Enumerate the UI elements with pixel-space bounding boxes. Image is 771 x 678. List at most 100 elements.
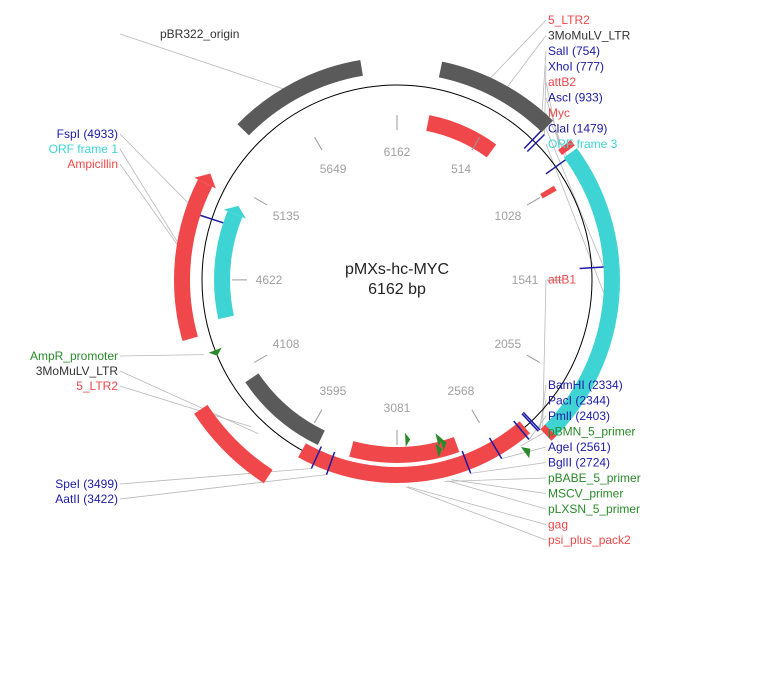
tick-label: 2568 [448, 384, 475, 398]
feature-pbr322-origin [237, 60, 363, 136]
tick-label: 514 [451, 162, 471, 176]
label-attb2: attB2 [548, 75, 576, 89]
tick-mark [526, 197, 541, 206]
label-psi-plus-pack2: psi_plus_pack2 [548, 533, 631, 547]
feature-orf-frame-3 [543, 148, 620, 438]
feature-arrow-ampicillin [194, 173, 216, 189]
site-agei-2561 [488, 437, 503, 459]
leader-line [405, 486, 547, 541]
tick-label: 2055 [494, 337, 521, 351]
site-bglii-2724 [461, 450, 472, 474]
label-sali-754: SalI (754) [548, 44, 600, 58]
tick-label: 1028 [495, 209, 522, 223]
label-asci-933: AscI (933) [548, 91, 603, 105]
tick-label: 6162 [384, 145, 411, 159]
feature-gag [298, 421, 531, 483]
leader-line [119, 354, 204, 357]
label-paci-2344: PacI (2344) [548, 394, 610, 408]
feature-attb1 [540, 424, 557, 441]
leader-line [119, 468, 312, 485]
plasmid-size: 6162 bp [368, 281, 426, 298]
label-bamhi-2334: BamHI (2334) [548, 378, 623, 392]
label-gag: gag [548, 518, 568, 532]
feature-arrow-orf-frame-1 [223, 205, 246, 219]
feature-5-ltr2 [194, 404, 273, 484]
label-ampr-promoter: AmpR_promoter [30, 349, 118, 363]
feature-psi-plus-pack2 [349, 436, 460, 463]
label-3momulv-ltr: 3MoMuLV_LTR [36, 364, 119, 378]
marker-pbmn-5-primer [520, 447, 531, 459]
tick-mark [253, 354, 268, 363]
position-ticks: 6162 514 1028 1541 2055 2568 3081 3595 4108 4622 5… [232, 115, 562, 445]
site-pmli-2403 [513, 420, 530, 440]
leader-line [501, 446, 547, 459]
leader-line [119, 33, 304, 96]
leader-line [119, 474, 327, 500]
label-agei-2561: AgeI (2561) [548, 440, 611, 454]
leader-line [470, 462, 547, 474]
label-clai-1479: ClaI (1479) [548, 122, 607, 136]
tick-label: 5649 [320, 162, 347, 176]
leader-line [545, 128, 604, 268]
marker-pbabe-5-primer [435, 443, 443, 458]
leader-line [451, 479, 547, 494]
tick-mark [314, 136, 323, 151]
label-pbr322-origin: pBR322_origin [160, 27, 239, 41]
tick-label: 3595 [320, 384, 347, 398]
site-paci-2344 [521, 413, 539, 432]
tick-label: 3081 [384, 401, 411, 415]
marker-gag [405, 432, 411, 447]
feature-ampicillin [174, 179, 213, 341]
tick-label: 1541 [512, 273, 539, 287]
label-5-ltr2: 5_LTR2 [548, 13, 590, 27]
label-fspi-4933: FspI (4933) [57, 127, 118, 141]
leader-line [537, 400, 547, 432]
label-attb1: attB1 [548, 273, 576, 287]
marker-mscv-primer [439, 437, 447, 451]
site-fspi-4933 [200, 214, 224, 224]
tick-mark [526, 354, 541, 364]
site-aatii-3422 [325, 451, 336, 475]
tick-mark [313, 409, 323, 424]
leader-line [119, 370, 259, 435]
plasmid-name: pMXs-hc-MYC [345, 261, 449, 278]
label-mscv-primer: MSCV_primer [548, 487, 623, 501]
leader-line [447, 480, 547, 510]
label-spei-3499: SpeI (3499) [55, 477, 118, 491]
tick-label: 4108 [273, 337, 300, 351]
label-pbabe-5-primer: pBABE_5_primer [548, 471, 641, 485]
label-3momulv-ltr: 3MoMuLV_LTR [548, 29, 631, 43]
leader-line [520, 431, 547, 447]
tick-mark [471, 136, 481, 151]
label-orf-frame-1: ORF frame 1 [49, 142, 119, 156]
marker-plxsn-5-primer [435, 433, 442, 447]
feature-3momulv-ltr [438, 61, 553, 133]
label-pbmn-5-primer: pBMN_5_primer [548, 425, 635, 439]
leader-line [119, 385, 251, 427]
site-xhoi-777 [526, 134, 545, 153]
tick-label: 5135 [273, 209, 300, 223]
label-myc: Myc [548, 106, 570, 120]
label-ampicillin: Ampicillin [67, 157, 118, 171]
label-aatii-3422: AatII (3422) [55, 492, 118, 506]
site-clai-1479 [579, 266, 604, 270]
feature-orf-frame-1 [214, 211, 243, 320]
marker-ampr-promoter [208, 347, 222, 356]
label-pmli-2403: PmlI (2403) [548, 409, 610, 423]
leader-line [545, 81, 561, 153]
site-spei-3499 [310, 446, 322, 469]
site-bamhi-2334 [522, 411, 541, 431]
label-xhoi-777: XhoI (777) [548, 60, 604, 74]
site-sali-754 [523, 130, 542, 150]
restriction-site-marks [200, 130, 604, 475]
feature-arcs [174, 60, 620, 484]
label-plxsn-5-primer: pLXSN_5_primer [548, 502, 640, 516]
feature-3momulv-ltr [245, 373, 325, 446]
tick-mark [471, 409, 480, 424]
label-bglii-2724: BglII (2724) [548, 456, 610, 470]
feature-attb2 [558, 140, 575, 155]
tick-mark [253, 197, 268, 206]
primer-promoter-marks [208, 347, 531, 459]
